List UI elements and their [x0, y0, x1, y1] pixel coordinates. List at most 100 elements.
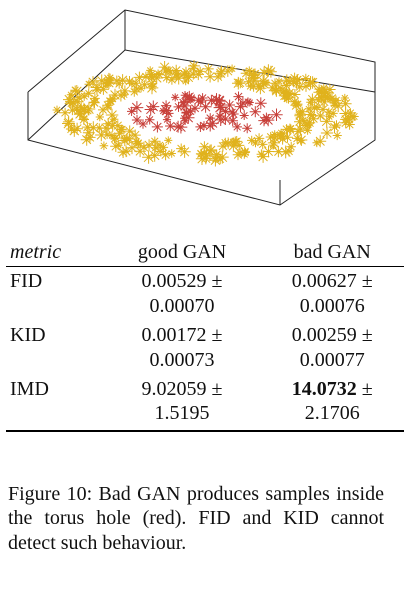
yellow-point [320, 115, 333, 128]
yellow-point [282, 91, 295, 104]
red-point [249, 106, 261, 118]
red-point [213, 101, 227, 114]
red-point [258, 114, 270, 127]
yellow-point [239, 146, 251, 158]
yellow-point [247, 72, 260, 84]
yellow-point [98, 104, 108, 115]
yellow-point [133, 71, 146, 84]
table-row-imd: IMD 9.02059 ± 1.5195 14.0732 ± 2.1706 [6, 374, 404, 432]
yellow-point [62, 117, 75, 130]
yellow-point [65, 96, 76, 107]
yellow-point [275, 82, 287, 94]
yellow-point [78, 114, 89, 125]
yellow-point [332, 131, 342, 141]
red-point [243, 97, 253, 107]
yellow-point [308, 113, 319, 125]
yellow-point [294, 110, 306, 122]
yellow-point [87, 76, 99, 88]
yellow-point [331, 95, 342, 106]
red-point [181, 116, 190, 125]
yellow-point [211, 149, 222, 160]
yellow-point [160, 149, 171, 161]
yellow-point [290, 97, 300, 107]
yellow-point [212, 71, 224, 83]
header-good-gan: good GAN [137, 241, 227, 263]
red-point [173, 101, 184, 112]
yellow-point [138, 141, 150, 153]
yellow-point [95, 128, 108, 142]
yellow-point [145, 81, 159, 95]
yellow-point [235, 148, 245, 158]
yellow-point [316, 85, 328, 98]
bad-value: 0.00259 ± 0.00077 [291, 324, 373, 371]
yellow-point [346, 110, 358, 122]
yellow-point [86, 121, 100, 135]
yellow-point [88, 96, 100, 108]
red-point [232, 122, 242, 132]
yellow-point [66, 99, 76, 108]
yellow-point [95, 74, 109, 88]
yellow-point [231, 136, 243, 147]
red-point [233, 91, 244, 102]
yellow-point [187, 68, 199, 80]
yellow-point [328, 108, 338, 118]
yellow-point [164, 66, 173, 75]
yellow-point [129, 86, 140, 97]
yellow-point [79, 91, 89, 101]
yellow-point [318, 96, 330, 108]
good-value: 0.00172 ± 0.00073 [141, 324, 223, 371]
good-samples-torus [52, 60, 359, 167]
red-point [171, 93, 180, 102]
yellow-point [228, 137, 238, 147]
yellow-point [306, 98, 315, 107]
yellow-point [198, 141, 210, 153]
yellow-point [258, 78, 270, 90]
red-point [245, 98, 254, 107]
metrics-table: metric good GAN bad GAN FID 0.00529 ± 0.… [6, 238, 404, 432]
yellow-point [114, 128, 125, 139]
yellow-point [301, 73, 311, 84]
table-row-fid: FID 0.00529 ± 0.00070 0.00627 ± 0.00076 [6, 267, 404, 321]
yellow-point [331, 120, 342, 130]
table-row-kid: KID 0.00172 ± 0.00073 0.00259 ± 0.00077 [6, 321, 404, 375]
yellow-point [249, 68, 261, 80]
yellow-point [277, 128, 286, 137]
yellow-point [155, 146, 166, 157]
yellow-point [321, 86, 333, 99]
yellow-point [155, 70, 164, 79]
yellow-point [217, 140, 229, 152]
yellow-point [319, 90, 332, 103]
yellow-point [339, 107, 352, 120]
yellow-point [256, 75, 270, 88]
yellow-point [70, 85, 80, 95]
yellow-point [110, 140, 122, 152]
yellow-point [120, 90, 129, 99]
red-point [183, 90, 196, 103]
yellow-point [216, 65, 228, 77]
yellow-point [84, 131, 96, 144]
yellow-point [251, 138, 260, 148]
red-point [214, 113, 227, 126]
red-point [165, 120, 176, 132]
yellow-point [344, 119, 355, 130]
yellow-point [158, 61, 171, 74]
yellow-point [160, 66, 171, 76]
yellow-point [340, 93, 349, 103]
yellow-point [272, 145, 285, 158]
yellow-point [134, 139, 143, 148]
yellow-point [140, 71, 151, 82]
metric-name: KID [10, 324, 46, 347]
yellow-point [262, 145, 275, 158]
red-point [127, 106, 137, 116]
red-point [205, 113, 216, 124]
red-point [145, 115, 155, 125]
yellow-point [295, 134, 308, 146]
yellow-point [105, 108, 119, 122]
red-point [180, 91, 190, 100]
red-point [224, 99, 235, 111]
bad-value: 0.00627 ± 0.00076 [291, 270, 373, 317]
yellow-point [143, 139, 156, 152]
yellow-point [178, 145, 191, 158]
yellow-point [264, 65, 277, 78]
yellow-point [291, 78, 302, 89]
